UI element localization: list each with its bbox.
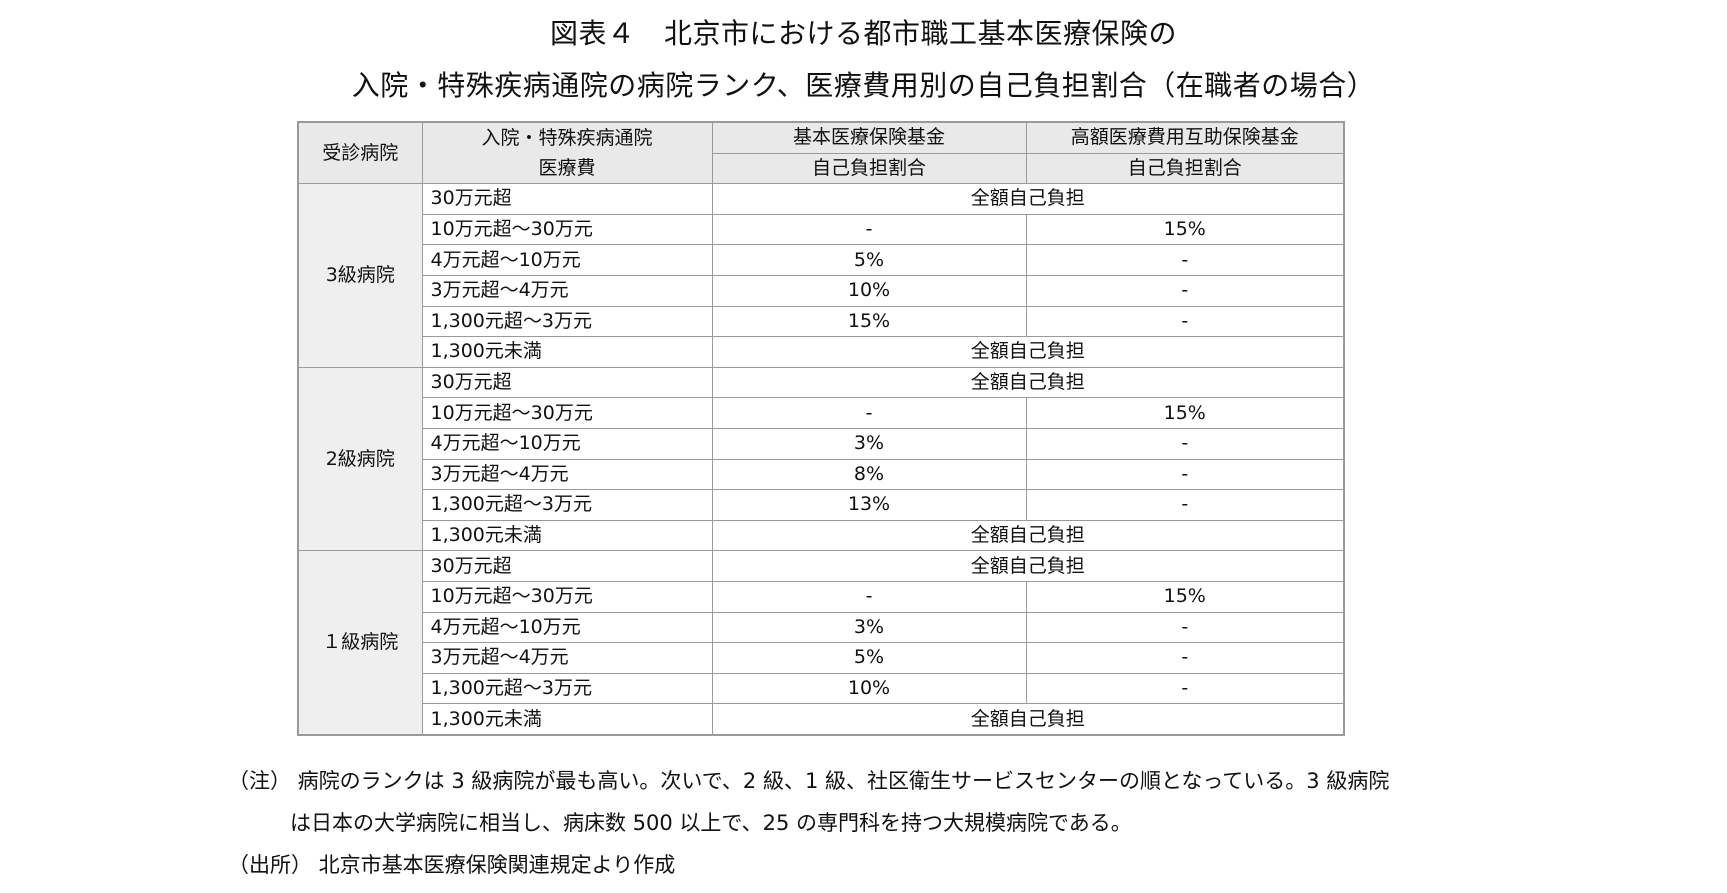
full-self-pay-cell: 全額自己負担 [711,183,1345,215]
note-line2: は日本の大学病院に相当し、病床数 500 以上で、25 の専門科を持つ大規模病院… [290,811,1132,835]
table-row: 10万元超～30万元 -15% [298,397,1345,429]
hospital-rank-cell: １級病院 [297,550,423,736]
basic-fund-copay-cell: 5% [711,244,1027,276]
high-fund-copay-cell: 15% [1025,580,1345,613]
full-self-pay-cell: 全額自己負担 [711,703,1345,736]
basic-fund-copay-cell: 5% [711,642,1027,674]
copay-table: 受診病院 入院・特殊疾病通院 医療費 基本医療保険基金 高額医療費用互助保険基金… [297,121,1345,736]
high-fund-copay-cell: - [1025,489,1345,521]
source-note: （出所） 北京市基本医療保険関連規定より作成 [228,853,676,877]
table-row: 4万元超～10万元 3% - [298,611,1345,644]
medical-cost-cell: 4万元超～10万元 [421,244,713,276]
header-medical-cost: 入院・特殊疾病通院 医療費 [421,121,713,185]
high-fund-copay-cell: - [1025,305,1345,338]
high-fund-copay-cell: - [1025,458,1345,491]
medical-cost-cell: 1,300元未満 [421,336,713,368]
medical-cost-cell: 30万元超 [421,366,713,399]
table-row: 3万元超～4万元 10% - [298,274,1345,307]
table-row: 4万元超～10万元 5% - [298,244,1345,276]
header-high-fund: 高額医療費用互助保険基金 [1025,121,1345,154]
note-line1: （注） 病院のランクは 3 級病院が最も高い。次いで、2 級、1 級、社区衛生サ… [228,769,1390,793]
table-row: 1,300元未満 全額自己負担 [298,336,1345,368]
medical-cost-cell: 10万元超～30万元 [421,213,713,246]
medical-cost-cell: 4万元超～10万元 [421,427,713,460]
medical-cost-cell: 1,300元未満 [421,519,713,552]
hospital-rank-cell: 2級病院 [297,366,423,552]
header-basic-fund: 基本医療保険基金 [711,121,1027,154]
basic-fund-copay-cell: 10% [711,672,1027,705]
basic-fund-copay-cell: 8% [711,458,1027,491]
medical-cost-cell: 10万元超～30万元 [421,397,713,429]
table-row: 4万元超～10万元 3% - [298,427,1345,460]
table-row: １級病院 30万元超 全額自己負担 [297,550,1345,736]
header-high-copay: 自己負担割合 [1025,152,1345,185]
medical-cost-cell: 3万元超～4万元 [421,458,713,491]
high-fund-copay-cell: - [1025,611,1345,644]
hospital-rank-cell: 3級病院 [297,183,423,368]
basic-fund-copay-cell: - [711,397,1027,429]
table-row: 10万元超～30万元 -15% [298,580,1345,613]
medical-cost-cell: 30万元超 [421,550,713,582]
medical-cost-cell: 1,300元超～3万元 [421,305,713,338]
table-row: 1,300元未満 全額自己負担 [298,703,1345,736]
high-fund-copay-cell: - [1025,274,1345,307]
full-self-pay-cell: 全額自己負担 [711,336,1345,368]
full-self-pay-cell: 全額自己負担 [711,550,1345,582]
high-fund-copay-cell: - [1025,244,1345,276]
high-fund-copay-cell: - [1025,672,1345,705]
table-row: 2級病院 30万元超 全額自己負担 [297,366,1345,552]
medical-cost-cell: 10万元超～30万元 [421,580,713,613]
basic-fund-copay-cell: 3% [711,427,1027,460]
basic-fund-copay-cell: 15% [711,305,1027,338]
full-self-pay-cell: 全額自己負担 [711,519,1345,552]
table-row: 3万元超～4万元 5% - [298,642,1345,674]
table-row: 1,300元超～3万元 15% - [298,305,1345,338]
table-row: 3万元超～4万元 8% - [298,458,1345,491]
header-cost-line2: 医療費 [538,157,596,180]
table-row: 1,300元未満 全額自己負担 [298,519,1345,552]
table-title-line1: 図表４ 北京市における都市職工基本医療保険の [549,17,1177,50]
basic-fund-copay-cell: 10% [711,274,1027,307]
medical-cost-cell: 4万元超～10万元 [421,611,713,644]
table-row: 1,300元超～3万元 10% - [298,672,1345,705]
table-row: 3級病院 30万元超 全額自己負担 [297,183,1345,368]
table-row: 1,300元超～3万元 13% - [298,489,1345,521]
medical-cost-cell: 1,300元未満 [421,703,713,736]
high-fund-copay-cell: - [1025,642,1345,674]
high-fund-copay-cell: 15% [1025,213,1345,246]
header-row-1: 受診病院 入院・特殊疾病通院 医療費 基本医療保険基金 高額医療費用互助保険基金 [297,121,1345,185]
medical-cost-cell: 30万元超 [421,183,713,215]
medical-cost-cell: 3万元超～4万元 [421,274,713,307]
medical-cost-cell: 3万元超～4万元 [421,642,713,674]
header-cost-line1: 入院・特殊疾病通院 [481,127,653,150]
medical-cost-cell: 1,300元超～3万元 [421,672,713,705]
medical-cost-cell: 1,300元超～3万元 [421,489,713,521]
full-self-pay-cell: 全額自己負担 [711,366,1345,399]
high-fund-copay-cell: - [1025,427,1345,460]
table-row: 10万元超～30万元 -15% [298,213,1345,246]
basic-fund-copay-cell: 3% [711,611,1027,644]
header-hospital: 受診病院 [297,121,423,185]
table-title-line2: 入院・特殊疾病通院の病院ランク、医療費用別の自己負担割合（在職者の場合） [351,69,1376,102]
basic-fund-copay-cell: - [711,213,1027,246]
header-basic-copay: 自己負担割合 [711,152,1027,185]
basic-fund-copay-cell: - [711,580,1027,613]
high-fund-copay-cell: 15% [1025,397,1345,429]
basic-fund-copay-cell: 13% [711,489,1027,521]
header-row-2: 自己負担割合 自己負担割合 [298,152,1345,185]
